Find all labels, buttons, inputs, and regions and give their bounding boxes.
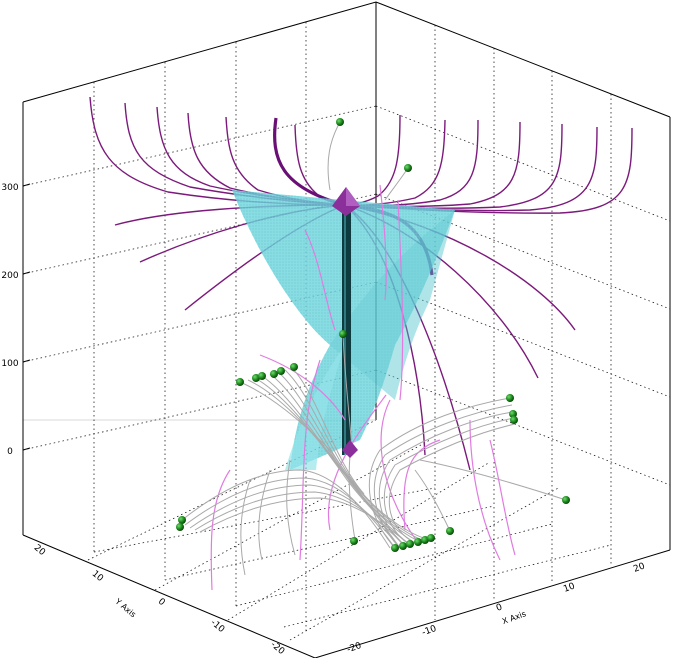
- y-axis-label: Y Axis: [113, 596, 138, 619]
- streamline: [284, 369, 431, 541]
- streamline: [344, 119, 446, 207]
- seed-point: [336, 118, 344, 126]
- streamline: [299, 359, 321, 561]
- seed-point: [290, 363, 298, 371]
- z-axis: 0 100 200 300: [1, 183, 31, 457]
- y-tick-label: 0: [156, 597, 167, 609]
- seed-point: [258, 372, 266, 380]
- bottom-marker: [342, 440, 358, 458]
- seed-point: [236, 378, 244, 386]
- streamline-bold: [273, 117, 346, 207]
- x-tick-label: -20: [346, 641, 363, 656]
- seed-point: [427, 534, 435, 542]
- streamline: [419, 459, 567, 501]
- z-tick-label: 300: [1, 183, 18, 193]
- streamline: [327, 121, 341, 191]
- seed-point: [350, 537, 358, 545]
- streamline: [239, 381, 401, 549]
- seed-point: [277, 367, 285, 375]
- seed-point: [399, 542, 407, 550]
- streamline: [344, 119, 479, 207]
- seed-point: [178, 516, 186, 524]
- streamline: [368, 397, 511, 549]
- grid-back-right-wall: [375, 25, 671, 620]
- y-tick-label: 20: [32, 543, 47, 558]
- seed-point: [446, 527, 454, 535]
- seed-point: [270, 370, 278, 378]
- seed-point: [391, 544, 399, 552]
- streamline: [342, 333, 353, 451]
- seed-point: [562, 496, 570, 504]
- seed-point: [506, 394, 514, 402]
- x-axis: -20 -10 0 10 20 X Axis: [346, 561, 647, 655]
- z-tick-label: 100: [1, 359, 18, 369]
- streamline: [403, 439, 441, 531]
- z-tick-label: 0: [7, 447, 13, 457]
- x-axis-label: X Axis: [501, 609, 527, 626]
- streamline: [259, 354, 346, 421]
- streamline: [327, 394, 387, 531]
- streamline: [388, 423, 516, 544]
- seed-point: [406, 540, 414, 548]
- streamline: [383, 417, 515, 546]
- streamline: [344, 127, 633, 214]
- seed-point: [509, 410, 517, 418]
- seed-point: [414, 538, 422, 546]
- axes-box-front: [22, 102, 671, 658]
- streamline: [277, 371, 426, 542]
- streamline: [254, 377, 411, 546]
- seed-point: [404, 164, 412, 172]
- streamline: [304, 229, 336, 331]
- z-tick-label: 200: [1, 271, 18, 281]
- streamline: [294, 124, 346, 206]
- streamline: [286, 459, 296, 556]
- streamline: [397, 199, 404, 401]
- y-tick-label: 10: [90, 569, 105, 584]
- x-tick-label: -10: [421, 624, 438, 639]
- streamline: [348, 454, 356, 541]
- seed-point: [176, 523, 184, 531]
- y-tick-label: -10: [208, 618, 226, 635]
- x-tick-label: 10: [562, 581, 576, 594]
- streamline: [379, 184, 387, 301]
- seed-point: [339, 330, 347, 338]
- seed-point: [510, 416, 518, 424]
- streamline: [489, 439, 516, 556]
- y-axis: 20 10 0 -10 -20 Y Axis: [32, 543, 287, 657]
- streamline: [378, 411, 514, 547]
- streamline: [210, 469, 231, 591]
- streamline: [373, 404, 513, 549]
- streamline: [199, 497, 411, 546]
- top-marker: [332, 187, 360, 216]
- streamline: [414, 469, 451, 532]
- streamline: [240, 479, 251, 576]
- streamline: [291, 367, 365, 495]
- y-tick-label: -20: [268, 640, 286, 657]
- streamline: [156, 106, 346, 206]
- streamline: [184, 477, 396, 549]
- x-tick-label: 20: [632, 561, 646, 574]
- x-tick-label: 0: [495, 602, 504, 613]
- streamline: [258, 469, 271, 561]
- gray-streamlines: [181, 121, 567, 576]
- seed-points: [176, 118, 570, 552]
- streamline: [469, 419, 501, 561]
